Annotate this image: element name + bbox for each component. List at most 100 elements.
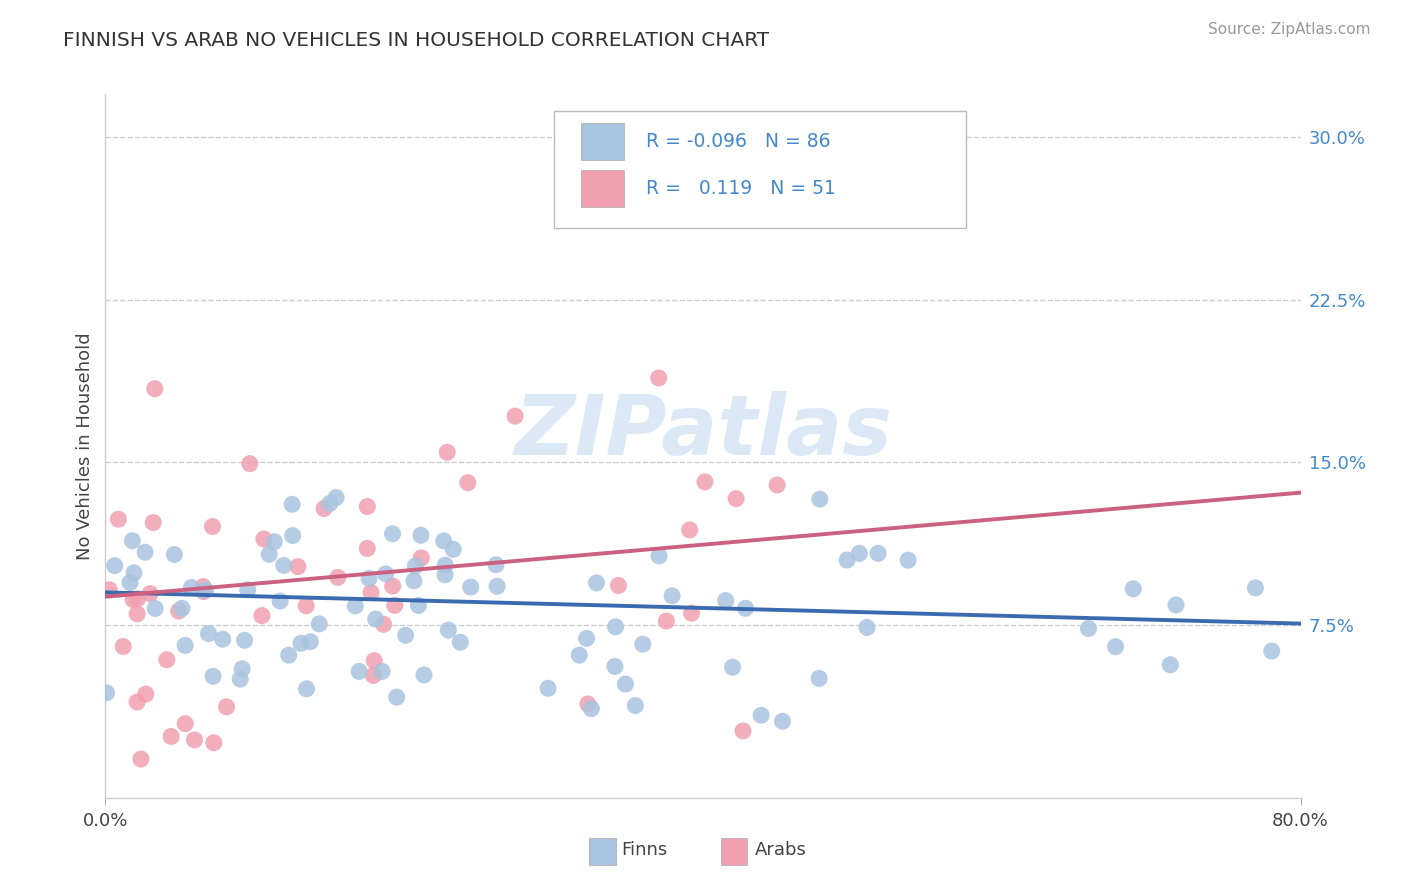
Point	[714, 593, 737, 607]
Point	[648, 549, 671, 563]
Point	[174, 639, 197, 653]
Point	[250, 608, 273, 623]
Point	[127, 591, 149, 606]
Point	[1164, 598, 1187, 612]
Point	[344, 599, 367, 613]
Point	[384, 599, 406, 613]
Point	[139, 587, 162, 601]
Point	[434, 558, 457, 573]
Point	[485, 558, 508, 572]
Point	[135, 687, 157, 701]
Point	[122, 566, 145, 580]
Point	[631, 637, 654, 651]
Point	[449, 635, 471, 649]
Point	[808, 492, 831, 507]
Point	[201, 519, 224, 533]
Point	[721, 660, 744, 674]
Point	[233, 633, 256, 648]
Point	[359, 571, 381, 585]
Point	[766, 478, 789, 492]
Point	[614, 677, 637, 691]
Point	[281, 497, 304, 511]
Point	[277, 648, 299, 663]
Point	[142, 516, 165, 530]
Point	[193, 580, 215, 594]
Point	[174, 716, 197, 731]
Point	[409, 528, 432, 542]
Point	[433, 567, 456, 582]
Point	[1244, 581, 1267, 595]
Point	[163, 548, 186, 562]
Point	[308, 616, 330, 631]
Point	[347, 665, 370, 679]
Point	[1261, 644, 1284, 658]
FancyBboxPatch shape	[554, 112, 966, 227]
Point	[734, 601, 756, 615]
Text: Arabs: Arabs	[755, 841, 806, 860]
Point	[112, 640, 135, 654]
Point	[411, 550, 433, 565]
Point	[1122, 582, 1144, 596]
Point	[290, 636, 312, 650]
Point	[408, 599, 430, 613]
Point	[1104, 640, 1126, 654]
Point	[273, 558, 295, 573]
Text: ZIPatlas: ZIPatlas	[515, 392, 891, 473]
Point	[381, 526, 404, 541]
Point	[436, 445, 458, 459]
Point	[603, 659, 626, 673]
Point	[437, 623, 460, 637]
Text: Source: ZipAtlas.com: Source: ZipAtlas.com	[1208, 22, 1371, 37]
Point	[96, 686, 118, 700]
Point	[772, 714, 794, 729]
Point	[160, 730, 183, 744]
Point	[183, 733, 205, 747]
Point	[486, 579, 509, 593]
Point	[312, 501, 335, 516]
Point	[605, 620, 627, 634]
Point	[299, 634, 322, 648]
Point	[413, 668, 436, 682]
Point	[287, 559, 309, 574]
Point	[143, 382, 166, 396]
Point	[193, 584, 215, 599]
Text: FINNISH VS ARAB NO VEHICLES IN HOUSEHOLD CORRELATION CHART: FINNISH VS ARAB NO VEHICLES IN HOUSEHOLD…	[63, 31, 769, 50]
Point	[374, 566, 396, 581]
Point	[404, 558, 426, 573]
Point	[156, 653, 179, 667]
Point	[211, 632, 233, 647]
Point	[215, 699, 238, 714]
Point	[197, 626, 219, 640]
Text: R =   0.119   N = 51: R = 0.119 N = 51	[645, 179, 835, 198]
Point	[326, 570, 349, 584]
Point	[607, 578, 630, 592]
FancyBboxPatch shape	[581, 170, 624, 207]
Point	[568, 648, 591, 662]
Point	[269, 594, 291, 608]
Point	[575, 632, 598, 646]
Point	[295, 681, 318, 696]
Point	[127, 607, 149, 621]
Point	[257, 547, 280, 561]
Point	[868, 546, 890, 560]
Point	[202, 669, 225, 683]
Point	[808, 672, 831, 686]
Point	[129, 752, 152, 766]
Point	[856, 620, 879, 634]
Point	[835, 553, 858, 567]
Point	[655, 614, 678, 628]
Point	[263, 534, 285, 549]
Point	[1159, 657, 1181, 672]
Point	[202, 736, 225, 750]
Point	[537, 681, 560, 696]
Point	[364, 612, 387, 626]
Point	[648, 371, 671, 385]
Point	[679, 523, 702, 537]
Point	[170, 601, 193, 615]
FancyBboxPatch shape	[589, 838, 616, 864]
Point	[120, 575, 142, 590]
Point	[897, 553, 920, 567]
Point	[433, 533, 456, 548]
Point	[229, 672, 252, 686]
Text: Finns: Finns	[621, 841, 668, 860]
